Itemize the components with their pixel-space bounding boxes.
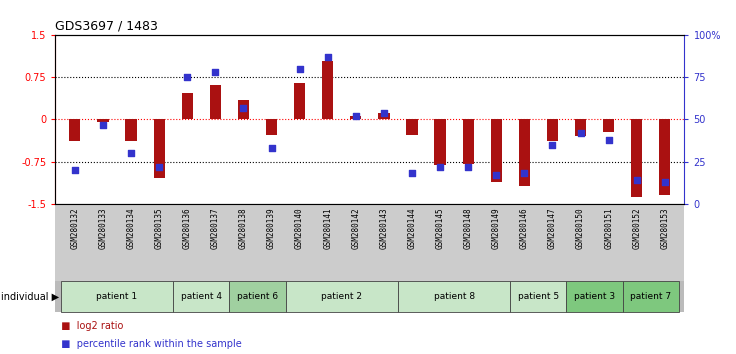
Text: GSM280138: GSM280138 — [239, 207, 248, 249]
Text: GSM280143: GSM280143 — [379, 207, 389, 249]
Text: GSM280137: GSM280137 — [210, 207, 220, 249]
Text: GSM280141: GSM280141 — [323, 207, 332, 249]
Point — [69, 167, 81, 173]
Bar — [286, 281, 398, 312]
Bar — [61, 281, 173, 312]
Bar — [575, 119, 586, 136]
Text: GSM280146: GSM280146 — [520, 207, 529, 249]
Point — [125, 150, 137, 156]
Text: GDS3697 / 1483: GDS3697 / 1483 — [55, 20, 158, 33]
Bar — [659, 119, 670, 195]
Point — [322, 55, 333, 60]
Point — [603, 137, 615, 142]
Text: GSM280142: GSM280142 — [351, 207, 361, 249]
Bar — [434, 119, 446, 165]
Text: patient 3: patient 3 — [574, 292, 615, 301]
Bar — [491, 119, 502, 182]
Bar — [69, 119, 80, 141]
Text: GSM280144: GSM280144 — [408, 207, 417, 249]
Bar — [97, 119, 109, 122]
Point — [238, 105, 250, 110]
Text: GSM280132: GSM280132 — [71, 207, 79, 249]
Text: patient 6: patient 6 — [237, 292, 278, 301]
Bar — [462, 119, 474, 164]
Text: patient 4: patient 4 — [181, 292, 222, 301]
Bar — [510, 281, 567, 312]
Bar — [210, 85, 221, 119]
Bar — [182, 92, 193, 119]
Text: GSM280134: GSM280134 — [127, 207, 135, 249]
Text: GSM280140: GSM280140 — [295, 207, 304, 249]
Point — [547, 142, 559, 148]
Bar — [603, 119, 615, 132]
Bar — [547, 119, 558, 141]
Point — [350, 113, 361, 119]
Bar — [230, 281, 286, 312]
Text: patient 5: patient 5 — [518, 292, 559, 301]
Text: GSM280147: GSM280147 — [548, 207, 557, 249]
Text: GSM280151: GSM280151 — [604, 207, 613, 249]
Text: GSM280148: GSM280148 — [464, 207, 473, 249]
Text: GSM280139: GSM280139 — [267, 207, 276, 249]
Point — [97, 122, 109, 127]
Point — [294, 66, 305, 72]
Text: patient 7: patient 7 — [630, 292, 671, 301]
Text: GSM280145: GSM280145 — [436, 207, 445, 249]
Text: ■  log2 ratio: ■ log2 ratio — [55, 321, 124, 331]
Text: ■  percentile rank within the sample: ■ percentile rank within the sample — [55, 339, 242, 349]
Text: patient 8: patient 8 — [434, 292, 475, 301]
Bar — [238, 100, 249, 119]
Bar — [350, 115, 361, 119]
Bar — [154, 119, 165, 178]
Point — [434, 164, 446, 169]
Point — [181, 75, 193, 80]
Point — [631, 177, 643, 183]
Point — [210, 69, 222, 75]
Text: patient 2: patient 2 — [321, 292, 362, 301]
Bar — [406, 119, 417, 135]
Bar — [631, 119, 643, 197]
Bar — [294, 83, 305, 119]
Text: GSM280135: GSM280135 — [155, 207, 163, 249]
Point — [266, 145, 277, 151]
Point — [406, 170, 418, 176]
Point — [378, 110, 390, 115]
Bar — [567, 281, 623, 312]
Bar — [125, 119, 137, 141]
Bar — [266, 119, 277, 135]
Point — [462, 164, 474, 169]
Text: GSM280136: GSM280136 — [183, 207, 192, 249]
Bar — [623, 281, 679, 312]
Point — [153, 164, 165, 169]
Text: patient 1: patient 1 — [96, 292, 138, 301]
Text: GSM280153: GSM280153 — [660, 207, 669, 249]
Text: individual ▶: individual ▶ — [1, 291, 60, 302]
Point — [490, 172, 502, 178]
Point — [518, 170, 530, 176]
Bar — [398, 281, 510, 312]
Bar — [173, 281, 230, 312]
Point — [659, 179, 670, 184]
Text: GSM280152: GSM280152 — [632, 207, 641, 249]
Bar — [378, 113, 389, 119]
Bar — [519, 119, 530, 185]
Point — [575, 130, 587, 136]
Bar — [322, 61, 333, 119]
Text: GSM280149: GSM280149 — [492, 207, 500, 249]
Text: GSM280133: GSM280133 — [99, 207, 107, 249]
Text: GSM280150: GSM280150 — [576, 207, 585, 249]
